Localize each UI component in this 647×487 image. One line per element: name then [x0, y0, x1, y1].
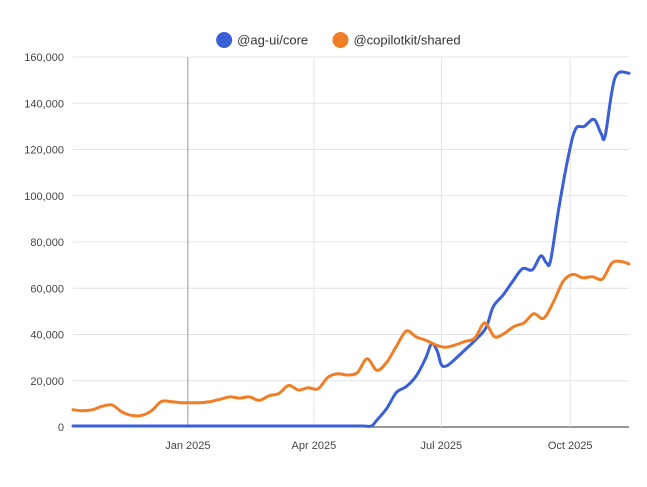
y-axis: 0 20,000 40,000 60,000 80,000 100,000 120,000 1…	[24, 52, 64, 434]
y-tick-label: 160,000	[24, 52, 64, 64]
y-tick-label: 0	[58, 422, 64, 434]
y-tick-label: 120,000	[24, 145, 64, 157]
y-tick-label: 60,000	[30, 283, 64, 295]
series-line-1	[71, 259, 631, 418]
x-tick-label: Jul 2025	[421, 440, 463, 452]
y-tick-label: 40,000	[30, 330, 64, 342]
legend-label-0: @ag-ui/core	[237, 33, 308, 48]
legend-marker-1	[332, 32, 349, 48]
y-tick-label: 20,000	[30, 376, 64, 388]
legend: @ag-ui/core @copilotkit/shared	[216, 32, 461, 48]
legend-marker-0	[216, 32, 233, 48]
y-tick-label: 80,000	[30, 237, 64, 249]
x-tick-label: Oct 2025	[548, 440, 593, 452]
series-line-0	[71, 70, 631, 428]
legend-label-1: @copilotkit/shared	[353, 33, 460, 48]
x-tick-label: Jan 2025	[165, 440, 210, 452]
y-tick-label: 140,000	[24, 98, 64, 110]
y-tick-label: 100,000	[24, 191, 64, 203]
x-tick-label: Apr 2025	[292, 440, 337, 452]
series-lines	[71, 70, 631, 428]
x-axis: Jan 2025 Apr 2025 Jul 2025 Oct 2025	[165, 440, 592, 452]
gridlines	[73, 56, 629, 428]
